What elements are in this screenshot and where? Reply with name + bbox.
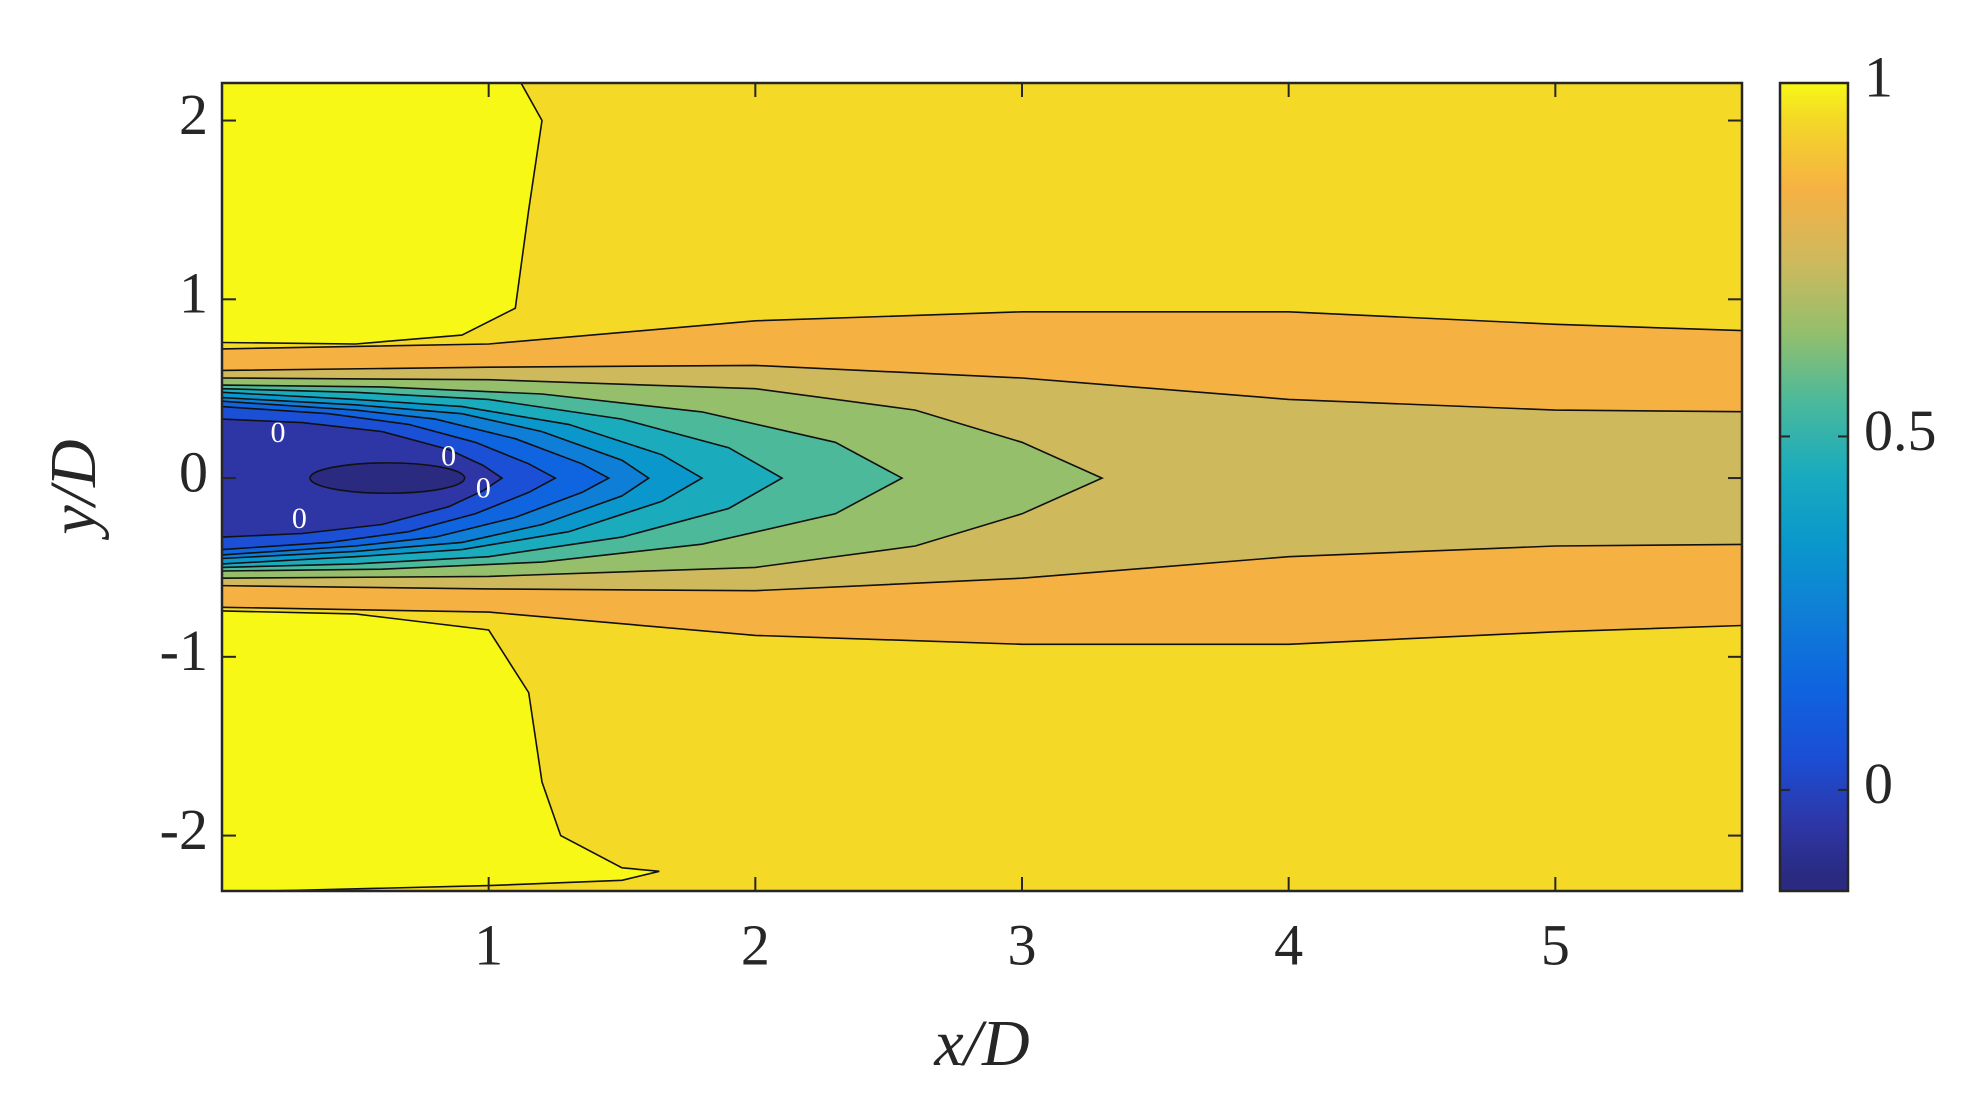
y-tick-label: -2 — [160, 797, 208, 862]
contour-label: 0 — [292, 502, 307, 535]
x-axis-label: x/D — [933, 1007, 1029, 1080]
y-tick-label: 2 — [179, 82, 208, 147]
x-tick-label: 3 — [1008, 912, 1037, 977]
plot-area — [222, 83, 1742, 891]
x-tick-label: 1 — [474, 912, 503, 977]
colorbar — [1778, 81, 1850, 893]
colorbar-tick-label: 0 — [1864, 751, 1893, 816]
contour-band — [309, 462, 466, 495]
y-axis-label: y/D — [37, 439, 110, 540]
contour-label: 0 — [441, 439, 456, 472]
y-tick-label: 1 — [179, 261, 208, 326]
contour-label: 0 — [476, 471, 491, 504]
colorbar-tick-label: 1 — [1864, 44, 1893, 109]
contour-label: 0 — [271, 416, 286, 449]
y-tick-label: -1 — [160, 618, 208, 683]
x-tick-label: 2 — [741, 912, 770, 977]
contour-band — [222, 610, 660, 891]
y-tick-label: 0 — [179, 439, 208, 504]
plot-frame — [220, 81, 1744, 893]
x-tick-label: 4 — [1274, 912, 1303, 977]
contour-band — [222, 83, 543, 345]
x-tick-label: 5 — [1541, 912, 1570, 977]
colorbar-tick-label: 0.5 — [1864, 398, 1937, 463]
